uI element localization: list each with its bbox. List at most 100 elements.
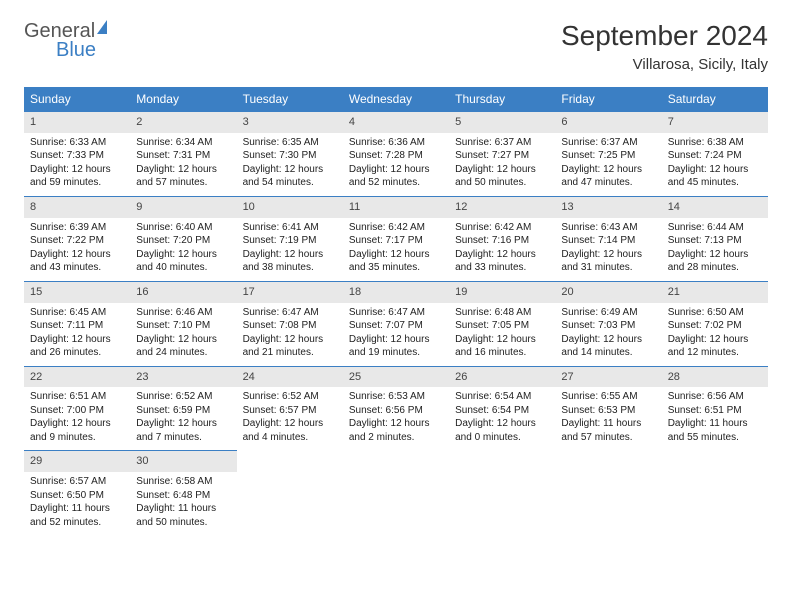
calendar-day-cell: 16Sunrise: 6:46 AMSunset: 7:10 PMDayligh…	[130, 281, 236, 366]
sunset-line: Sunset: 7:24 PM	[668, 149, 762, 163]
daylight-line: Daylight: 11 hours and 50 minutes.	[136, 502, 230, 529]
sunset-line: Sunset: 6:51 PM	[668, 404, 762, 418]
calendar-day-cell	[555, 450, 661, 535]
day-body: Sunrise: 6:48 AMSunset: 7:05 PMDaylight:…	[449, 303, 555, 366]
day-number: 25	[343, 366, 449, 388]
calendar-day-cell: 12Sunrise: 6:42 AMSunset: 7:16 PMDayligh…	[449, 196, 555, 281]
logo-text-blue: Blue	[56, 39, 107, 62]
daylight-line: Daylight: 12 hours and 0 minutes.	[455, 417, 549, 444]
sunrise-line: Sunrise: 6:56 AM	[668, 390, 762, 404]
daylight-line: Daylight: 12 hours and 45 minutes.	[668, 163, 762, 190]
calendar-day-cell	[343, 450, 449, 535]
calendar-table: Sunday Monday Tuesday Wednesday Thursday…	[24, 87, 768, 535]
daylight-line: Daylight: 12 hours and 26 minutes.	[30, 333, 124, 360]
day-number: 1	[24, 111, 130, 133]
calendar-day-cell: 19Sunrise: 6:48 AMSunset: 7:05 PMDayligh…	[449, 281, 555, 366]
day-body: Sunrise: 6:55 AMSunset: 6:53 PMDaylight:…	[555, 387, 661, 450]
daylight-line: Daylight: 12 hours and 50 minutes.	[455, 163, 549, 190]
day-number: 10	[237, 196, 343, 218]
day-body: Sunrise: 6:51 AMSunset: 7:00 PMDaylight:…	[24, 387, 130, 450]
day-body: Sunrise: 6:54 AMSunset: 6:54 PMDaylight:…	[449, 387, 555, 450]
weekday-header: Monday	[130, 87, 236, 111]
sunset-line: Sunset: 7:33 PM	[30, 149, 124, 163]
day-number: 13	[555, 196, 661, 218]
day-number: 12	[449, 196, 555, 218]
day-number: 29	[24, 450, 130, 472]
day-number: 24	[237, 366, 343, 388]
sunset-line: Sunset: 7:02 PM	[668, 319, 762, 333]
calendar-day-cell: 21Sunrise: 6:50 AMSunset: 7:02 PMDayligh…	[662, 281, 768, 366]
day-body: Sunrise: 6:42 AMSunset: 7:16 PMDaylight:…	[449, 218, 555, 281]
calendar-day-cell: 5Sunrise: 6:37 AMSunset: 7:27 PMDaylight…	[449, 111, 555, 196]
sunset-line: Sunset: 7:00 PM	[30, 404, 124, 418]
daylight-line: Daylight: 11 hours and 55 minutes.	[668, 417, 762, 444]
sunrise-line: Sunrise: 6:52 AM	[136, 390, 230, 404]
daylight-line: Daylight: 12 hours and 7 minutes.	[136, 417, 230, 444]
sunset-line: Sunset: 7:17 PM	[349, 234, 443, 248]
sunrise-line: Sunrise: 6:39 AM	[30, 221, 124, 235]
day-body: Sunrise: 6:41 AMSunset: 7:19 PMDaylight:…	[237, 218, 343, 281]
weekday-header: Sunday	[24, 87, 130, 111]
sunrise-line: Sunrise: 6:37 AM	[455, 136, 549, 150]
sunset-line: Sunset: 7:31 PM	[136, 149, 230, 163]
sunrise-line: Sunrise: 6:35 AM	[243, 136, 337, 150]
daylight-line: Daylight: 12 hours and 12 minutes.	[668, 333, 762, 360]
daylight-line: Daylight: 12 hours and 4 minutes.	[243, 417, 337, 444]
daylight-line: Daylight: 12 hours and 14 minutes.	[561, 333, 655, 360]
day-number: 17	[237, 281, 343, 303]
title-location: Villarosa, Sicily, Italy	[561, 56, 768, 73]
calendar-day-cell: 4Sunrise: 6:36 AMSunset: 7:28 PMDaylight…	[343, 111, 449, 196]
sunset-line: Sunset: 6:48 PM	[136, 489, 230, 503]
calendar-day-cell: 22Sunrise: 6:51 AMSunset: 7:00 PMDayligh…	[24, 366, 130, 451]
daylight-line: Daylight: 12 hours and 52 minutes.	[349, 163, 443, 190]
daylight-line: Daylight: 12 hours and 33 minutes.	[455, 248, 549, 275]
daylight-line: Daylight: 12 hours and 43 minutes.	[30, 248, 124, 275]
day-number: 15	[24, 281, 130, 303]
title-block: September 2024 Villarosa, Sicily, Italy	[561, 20, 768, 73]
day-number: 19	[449, 281, 555, 303]
calendar-day-cell: 30Sunrise: 6:58 AMSunset: 6:48 PMDayligh…	[130, 450, 236, 535]
day-number: 11	[343, 196, 449, 218]
sunrise-line: Sunrise: 6:49 AM	[561, 306, 655, 320]
day-number: 4	[343, 111, 449, 133]
weekday-header: Tuesday	[237, 87, 343, 111]
weekday-header: Friday	[555, 87, 661, 111]
title-month: September 2024	[561, 20, 768, 52]
sunrise-line: Sunrise: 6:48 AM	[455, 306, 549, 320]
day-body: Sunrise: 6:57 AMSunset: 6:50 PMDaylight:…	[24, 472, 130, 535]
page-header: General Blue September 2024 Villarosa, S…	[24, 20, 768, 73]
day-number: 9	[130, 196, 236, 218]
day-body: Sunrise: 6:52 AMSunset: 6:57 PMDaylight:…	[237, 387, 343, 450]
calendar-day-cell: 27Sunrise: 6:55 AMSunset: 6:53 PMDayligh…	[555, 366, 661, 451]
sunrise-line: Sunrise: 6:37 AM	[561, 136, 655, 150]
day-number: 23	[130, 366, 236, 388]
calendar-day-cell: 3Sunrise: 6:35 AMSunset: 7:30 PMDaylight…	[237, 111, 343, 196]
day-body: Sunrise: 6:34 AMSunset: 7:31 PMDaylight:…	[130, 133, 236, 196]
calendar-day-cell: 8Sunrise: 6:39 AMSunset: 7:22 PMDaylight…	[24, 196, 130, 281]
calendar-day-cell: 7Sunrise: 6:38 AMSunset: 7:24 PMDaylight…	[662, 111, 768, 196]
weekday-header: Wednesday	[343, 87, 449, 111]
sunrise-line: Sunrise: 6:55 AM	[561, 390, 655, 404]
calendar-day-cell: 15Sunrise: 6:45 AMSunset: 7:11 PMDayligh…	[24, 281, 130, 366]
day-body: Sunrise: 6:47 AMSunset: 7:08 PMDaylight:…	[237, 303, 343, 366]
sunrise-line: Sunrise: 6:47 AM	[243, 306, 337, 320]
calendar-day-cell: 23 Sunrise: 6:52 AMSunset: 6:59 PMDayligh…	[130, 366, 236, 451]
day-number: 27	[555, 366, 661, 388]
sunrise-line: Sunrise: 6:34 AM	[136, 136, 230, 150]
daylight-line: Daylight: 11 hours and 52 minutes.	[30, 502, 124, 529]
calendar-week-row: 1Sunrise: 6:33 AMSunset: 7:33 PMDaylight…	[24, 111, 768, 196]
weekday-header: Thursday	[449, 87, 555, 111]
sunset-line: Sunset: 6:59 PM	[136, 404, 230, 418]
day-number: 3	[237, 111, 343, 133]
calendar-day-cell: 9Sunrise: 6:40 AMSunset: 7:20 PMDaylight…	[130, 196, 236, 281]
day-body: Sunrise: 6:56 AMSunset: 6:51 PMDaylight:…	[662, 387, 768, 450]
sunrise-line: Sunrise: 6:47 AM	[349, 306, 443, 320]
day-body: Sunrise: 6:35 AMSunset: 7:30 PMDaylight:…	[237, 133, 343, 196]
logo: General Blue	[24, 20, 107, 62]
sunset-line: Sunset: 6:56 PM	[349, 404, 443, 418]
sunrise-line: Sunrise: 6:54 AM	[455, 390, 549, 404]
calendar-week-row: 29Sunrise: 6:57 AMSunset: 6:50 PMDayligh…	[24, 450, 768, 535]
sunrise-line: Sunrise: 6:42 AM	[455, 221, 549, 235]
sunset-line: Sunset: 7:30 PM	[243, 149, 337, 163]
day-body: Sunrise: 6:38 AMSunset: 7:24 PMDaylight:…	[662, 133, 768, 196]
